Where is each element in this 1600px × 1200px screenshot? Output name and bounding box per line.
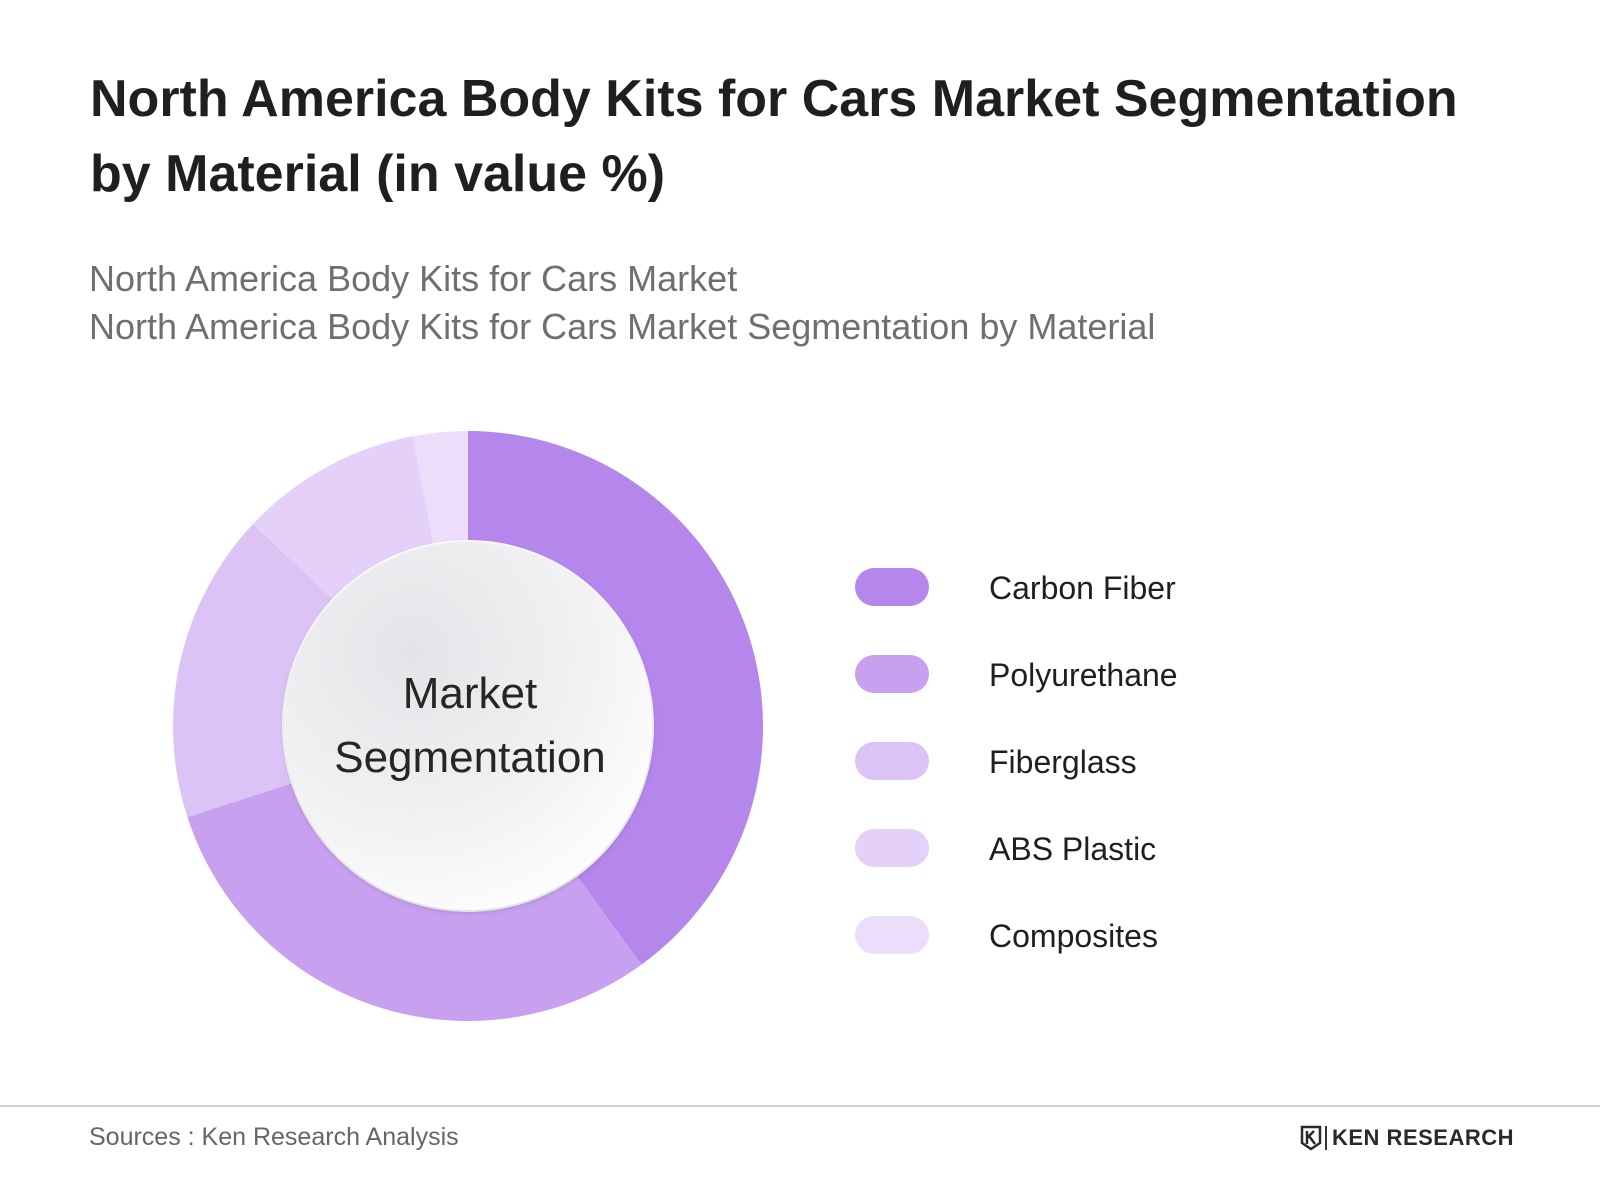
legend-swatch [855, 742, 929, 780]
donut-slice-fiberglass [173, 524, 333, 818]
brand-name: KEN RESEARCH [1332, 1125, 1515, 1150]
legend-item-carbon-fiber: Carbon Fiber [855, 560, 1455, 647]
center-label-line: Market [402, 669, 538, 718]
donut-center [284, 542, 652, 910]
footer-divider [0, 1105, 1600, 1107]
legend-item-fiberglass: Fiberglass [855, 734, 1455, 821]
legend-label: Fiberglass [989, 744, 1137, 780]
center-label: Market Segmentation [280, 662, 660, 790]
brand-logo: KEN RESEARCH [1300, 1125, 1514, 1151]
legend-label: Composites [989, 918, 1158, 954]
center-label-line: Segmentation [334, 733, 606, 782]
donut-slice-polyurethane [187, 783, 642, 1021]
legend-swatch [855, 568, 929, 606]
subtitle: North America Body Kits for Cars Market … [89, 255, 1489, 351]
subtitle-line: North America Body Kits for Cars Market … [89, 306, 1156, 347]
legend-swatch [855, 916, 929, 954]
ken-research-logo-icon [1300, 1125, 1322, 1151]
chart-title: North America Body Kits for Cars Market … [90, 70, 1458, 203]
legend-item-abs-plastic: ABS Plastic [855, 821, 1455, 908]
donut-slice-composites [412, 431, 468, 544]
legend-label: Polyurethane [989, 657, 1178, 693]
sources-note: Sources : Ken Research Analysis [89, 1123, 459, 1151]
subtitle-line: North America Body Kits for Cars Market [89, 258, 738, 299]
legend-swatch [855, 655, 929, 693]
donut-slice-abs-plastic [252, 436, 434, 599]
donut-slice-carbon-fiber [468, 431, 764, 965]
legend: Carbon Fiber Polyurethane Fiberglass ABS… [855, 560, 1455, 995]
legend-item-composites: Composites [855, 908, 1455, 995]
legend-label: ABS Plastic [989, 831, 1157, 867]
legend-swatch [855, 829, 929, 867]
legend-label: Carbon Fiber [989, 570, 1176, 606]
legend-item-polyurethane: Polyurethane [855, 647, 1455, 734]
brand-separator [1325, 1126, 1327, 1150]
